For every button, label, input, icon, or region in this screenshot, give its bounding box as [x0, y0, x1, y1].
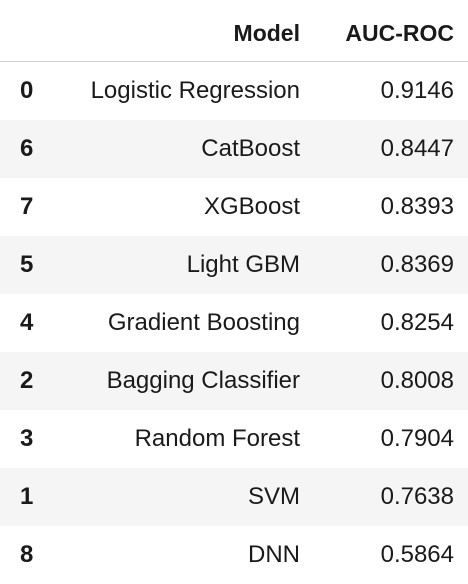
- table-row: 0 Logistic Regression 0.9146: [0, 62, 468, 120]
- auc-value-cell: 0.8008: [380, 367, 454, 394]
- row-index: 4: [20, 309, 34, 336]
- table-row: 1 SVM 0.7638: [0, 468, 468, 526]
- auc-value-cell: 0.8369: [380, 251, 454, 278]
- auc-value-cell: 0.8254: [380, 309, 454, 336]
- table-row: 8 DNN 0.5864: [0, 526, 468, 584]
- row-index: 3: [20, 425, 34, 452]
- table-row: 6 CatBoost 0.8447: [0, 120, 468, 178]
- row-index: 7: [20, 193, 34, 220]
- model-name-cell: SVM: [247, 483, 300, 510]
- table-row: 3 Random Forest 0.7904: [0, 410, 468, 468]
- column-header-model: Model: [233, 20, 300, 46]
- auc-value-cell: 0.5864: [380, 541, 454, 568]
- table-row: 2 Bagging Classifier 0.8008: [0, 352, 468, 410]
- row-index: 5: [20, 251, 34, 278]
- row-index: 2: [20, 367, 34, 394]
- table-row: 5 Light GBM 0.8369: [0, 236, 468, 294]
- auc-value-cell: 0.8393: [380, 193, 454, 220]
- table-row: 7 XGBoost 0.8393: [0, 178, 468, 236]
- table-header: Model AUC-ROC: [0, 0, 468, 62]
- row-index: 0: [20, 77, 34, 104]
- model-name-cell: Light GBM: [186, 251, 300, 278]
- model-name-cell: Bagging Classifier: [106, 367, 300, 394]
- table-row: 4 Gradient Boosting 0.8254: [0, 294, 468, 352]
- model-name-cell: CatBoost: [201, 135, 300, 162]
- row-index: 6: [20, 135, 34, 162]
- model-name-cell: XGBoost: [203, 193, 300, 220]
- auc-value-cell: 0.7904: [380, 425, 454, 452]
- column-header-auc-roc: AUC-ROC: [345, 20, 454, 46]
- auc-value-cell: 0.9146: [380, 77, 454, 104]
- row-index: 1: [20, 483, 34, 510]
- row-index: 8: [20, 541, 34, 568]
- auc-value-cell: 0.7638: [380, 483, 454, 510]
- auc-value-cell: 0.8447: [380, 135, 454, 162]
- model-name-cell: Gradient Boosting: [107, 309, 300, 336]
- model-name-cell: Logistic Regression: [90, 77, 300, 104]
- model-name-cell: DNN: [248, 541, 300, 568]
- model-name-cell: Random Forest: [134, 425, 300, 452]
